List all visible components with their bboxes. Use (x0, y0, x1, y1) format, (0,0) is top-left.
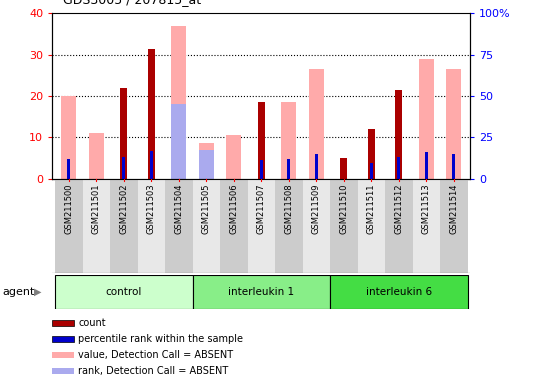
Bar (452, 154, 455, 179)
Bar (412, 179, 440, 273)
Text: GSM211507: GSM211507 (257, 183, 266, 234)
Bar (55, 179, 82, 273)
Bar (226, 135, 241, 179)
Bar (315, 154, 318, 179)
Bar (192, 179, 220, 273)
Text: GDS3005 / 207815_at: GDS3005 / 207815_at (63, 0, 201, 6)
Text: GSM211502: GSM211502 (119, 183, 128, 234)
Bar (260, 160, 263, 179)
Bar (199, 150, 214, 179)
Bar (309, 69, 324, 179)
Bar (165, 179, 192, 273)
Bar (89, 133, 104, 179)
Text: agent: agent (3, 287, 35, 297)
Bar (358, 179, 385, 273)
Text: GSM211509: GSM211509 (312, 183, 321, 234)
Bar (220, 179, 248, 273)
Bar (192, 275, 330, 309)
Bar (330, 179, 358, 273)
Bar (397, 157, 400, 179)
Bar (171, 26, 186, 179)
Text: value, Detection Call = ABSENT: value, Detection Call = ABSENT (79, 350, 234, 360)
Bar (395, 90, 402, 179)
Text: interleukin 6: interleukin 6 (366, 287, 432, 297)
Bar (419, 59, 434, 179)
Text: ▶: ▶ (34, 287, 42, 297)
Bar (138, 179, 165, 273)
Text: count: count (79, 318, 106, 328)
Text: GSM211512: GSM211512 (394, 183, 403, 234)
Bar (120, 88, 127, 179)
Text: GSM211503: GSM211503 (147, 183, 156, 234)
Bar (370, 163, 373, 179)
Bar (82, 179, 110, 273)
Text: GSM211513: GSM211513 (422, 183, 431, 234)
Bar (287, 159, 290, 179)
Bar (368, 129, 375, 179)
Bar (52, 336, 74, 342)
Bar (52, 352, 74, 358)
Text: GSM211511: GSM211511 (367, 183, 376, 234)
Text: rank, Detection Call = ABSENT: rank, Detection Call = ABSENT (79, 366, 229, 376)
Text: interleukin 1: interleukin 1 (228, 287, 294, 297)
Bar (302, 179, 330, 273)
Bar (281, 102, 296, 179)
Text: control: control (106, 287, 142, 297)
Bar (425, 152, 428, 179)
Bar (199, 144, 214, 179)
Bar (148, 48, 155, 179)
Bar (150, 151, 153, 179)
Bar (52, 320, 74, 326)
Bar (110, 179, 138, 273)
Bar (67, 159, 70, 179)
Bar (340, 158, 347, 179)
Bar (61, 96, 76, 179)
Text: GSM211508: GSM211508 (284, 183, 293, 234)
Text: GSM211500: GSM211500 (64, 183, 73, 234)
Bar (330, 275, 468, 309)
Text: GSM211514: GSM211514 (449, 183, 458, 234)
Bar (446, 69, 461, 179)
Bar (385, 179, 412, 273)
Bar (275, 179, 302, 273)
Text: GSM211504: GSM211504 (174, 183, 183, 234)
Bar (440, 179, 467, 273)
Bar (122, 157, 125, 179)
Text: GSM211501: GSM211501 (92, 183, 101, 234)
Text: GSM211510: GSM211510 (339, 183, 348, 234)
Bar (258, 102, 265, 179)
Bar (248, 179, 275, 273)
Text: GSM211506: GSM211506 (229, 183, 238, 234)
Text: GSM211505: GSM211505 (202, 183, 211, 234)
Text: percentile rank within the sample: percentile rank within the sample (79, 334, 244, 344)
Bar (52, 368, 74, 374)
Bar (55, 275, 192, 309)
Bar (171, 104, 186, 179)
